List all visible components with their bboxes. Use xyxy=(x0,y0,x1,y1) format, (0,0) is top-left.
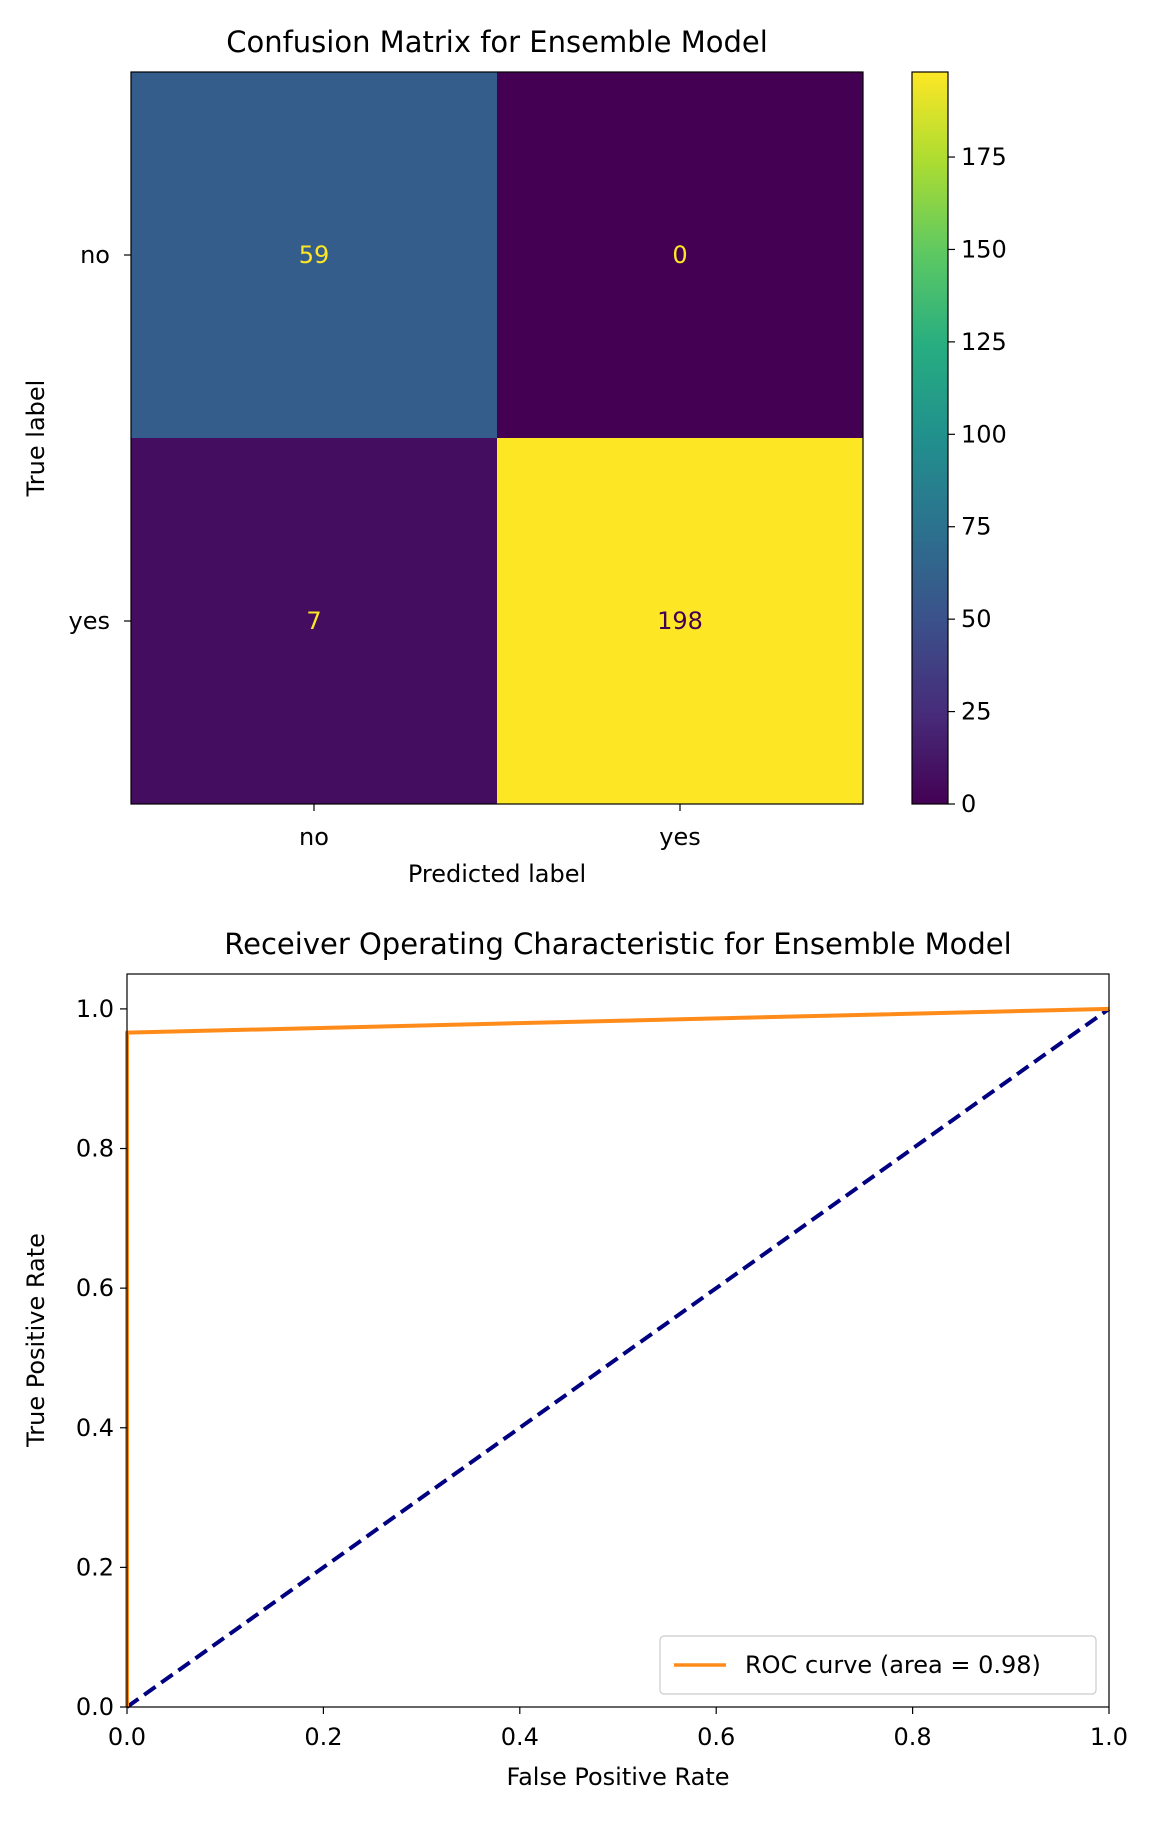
cm-xtick-yes: yes xyxy=(659,823,700,851)
cm-xlabel: Predicted label xyxy=(408,860,586,888)
cm-cell-labels: 59 0 7 198 xyxy=(299,241,703,635)
roc-x-tick-label: 0.0 xyxy=(108,1723,146,1751)
cm-xtick-no: no xyxy=(299,823,329,851)
cm-cell-no-no xyxy=(131,72,497,438)
cm-colorbar-tick-label: 150 xyxy=(961,235,1007,263)
cm-colorbar-tick-label: 25 xyxy=(961,698,992,726)
cm-cell-value: 0 xyxy=(672,241,687,269)
cm-colorbar-tick-label: 175 xyxy=(961,143,1007,171)
cm-colorbar xyxy=(911,71,949,805)
roc-x-ticks: 0.0 0.2 0.4 0.6 0.8 1.0 xyxy=(108,1707,1128,1751)
cm-ylabel: True label xyxy=(22,380,50,498)
roc-y-tick-label: 1.0 xyxy=(76,995,114,1023)
roc-x-tick-label: 1.0 xyxy=(1090,1723,1128,1751)
roc-x-tick-label: 0.2 xyxy=(304,1723,342,1751)
cm-colorbar-ticks: 0 25 50 75 100 125 150 175 xyxy=(948,143,1007,818)
roc-y-tick-label: 0.4 xyxy=(76,1414,114,1442)
roc-chart: Receiver Operating Characteristic for En… xyxy=(22,927,1128,1791)
cm-cell-no-yes xyxy=(497,72,863,438)
cm-ytick-no: no xyxy=(80,241,110,269)
roc-ylabel: True Positive Rate xyxy=(22,1233,50,1448)
cm-colorbar-tick-label: 125 xyxy=(961,328,1007,356)
cm-colorbar-tick-label: 100 xyxy=(961,420,1007,448)
roc-x-tick-label: 0.6 xyxy=(697,1723,735,1751)
roc-plot-frame xyxy=(126,973,1110,1708)
roc-y-tick-label: 0.0 xyxy=(76,1693,114,1721)
roc-series xyxy=(125,1006,1111,1709)
confusion-matrix-chart: Confusion Matrix for Ensemble Model 59 0 7… xyxy=(22,25,1007,888)
cm-cell-value: 7 xyxy=(306,607,321,635)
roc-x-tick-label: 0.8 xyxy=(894,1723,932,1751)
cm-ytick-yes: yes xyxy=(69,607,110,635)
roc-chance-line xyxy=(125,1007,1111,1709)
roc-y-tick-label: 0.8 xyxy=(76,1135,114,1163)
roc-legend: ROC curve (area = 0.98) xyxy=(659,1635,1097,1695)
cm-cell-yes-no xyxy=(131,438,497,804)
cm-colorbar-tick-label: 75 xyxy=(961,513,992,541)
cm-cell-yes-yes xyxy=(497,438,863,804)
roc-y-tick-label: 0.6 xyxy=(76,1274,114,1302)
cm-cell-value: 59 xyxy=(299,241,330,269)
roc-y-tick-label: 0.2 xyxy=(76,1553,114,1581)
cm-cells xyxy=(131,72,863,804)
roc-title: Receiver Operating Characteristic for En… xyxy=(224,927,1011,961)
cm-colorbar-tick-label: 50 xyxy=(961,605,992,633)
roc-legend-box xyxy=(659,1635,1097,1695)
cm-plot-frame xyxy=(130,71,864,805)
roc-legend-label: ROC curve (area = 0.98) xyxy=(745,1651,1041,1679)
cm-colorbar-tick-label: 0 xyxy=(961,790,976,818)
cm-cell-value: 198 xyxy=(657,607,703,635)
roc-x-tick-label: 0.4 xyxy=(501,1723,539,1751)
roc-xlabel: False Positive Rate xyxy=(506,1763,729,1791)
roc-y-ticks: 0.0 0.2 0.4 0.6 0.8 1.0 xyxy=(76,995,127,1721)
cm-title: Confusion Matrix for Ensemble Model xyxy=(226,25,768,59)
